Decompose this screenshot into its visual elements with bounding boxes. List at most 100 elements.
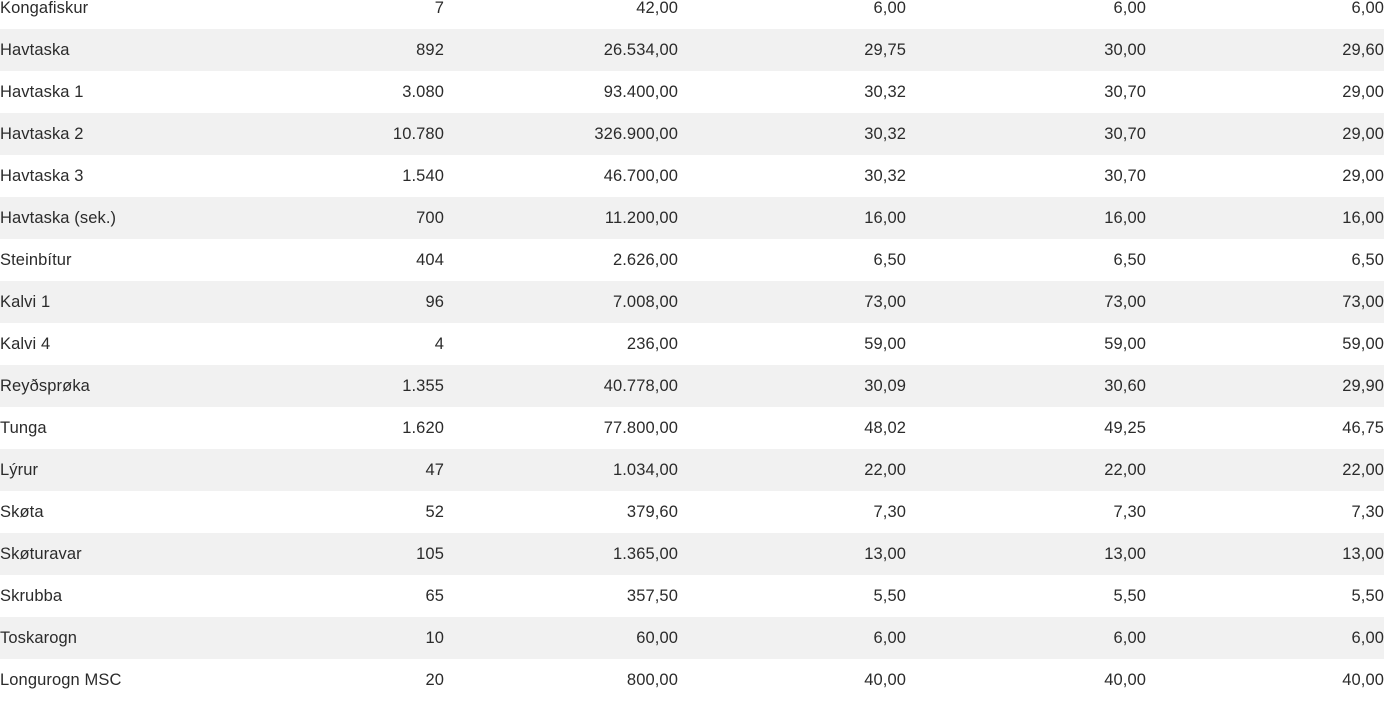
cell-maximum: 6,00 [1113,629,1146,647]
table-row[interactable]: Skøturavar 105 1.365,00 13,00 13,00 13,00 [0,533,1384,575]
cell-name: Kongafiskur [0,0,89,17]
fish-sales-table: Kongafiskur 7 42,00 6,00 6,00 6,00 Havtaska 892… [0,0,1384,701]
cell-maximum: 13,00 [1104,545,1146,563]
cell-amount: 800,00 [626,671,678,689]
cell-name: Skøturavar [0,545,82,563]
cell-average: 59,00 [864,335,906,353]
table-row[interactable]: Kongafiskur 7 42,00 6,00 6,00 6,00 [0,0,1384,29]
cell-minimum: 46,75 [1342,419,1384,437]
cell-minimum: 73,00 [1342,293,1384,311]
cell-quantity: 4 [434,335,444,353]
cell-maximum: 30,70 [1104,167,1146,185]
cell-maximum: 22,00 [1104,461,1146,479]
cell-amount: 60,00 [636,629,678,647]
cell-name: Kalvi 1 [0,293,51,311]
cell-name: Skrubba [0,587,63,605]
cell-average: 29,75 [864,41,906,59]
table-row[interactable]: Toskarogn 10 60,00 6,00 6,00 6,00 [0,617,1384,659]
cell-quantity: 404 [416,251,444,269]
table-row[interactable]: Kalvi 1 96 7.008,00 73,00 73,00 73,00 [0,281,1384,323]
cell-quantity: 10.780 [392,125,444,143]
cell-name: Havtaska 3 [0,167,84,185]
cell-average: 6,00 [873,0,906,17]
cell-amount: 93.400,00 [603,83,678,101]
cell-average: 7,30 [873,503,906,521]
cell-minimum: 29,00 [1342,167,1384,185]
cell-amount: 7.008,00 [612,293,678,311]
table-row[interactable]: Havtaska 1 3.080 93.400,00 30,32 30,70 29,00 [0,71,1384,113]
cell-amount: 357,50 [626,587,678,605]
cell-amount: 1.365,00 [612,545,678,563]
cell-maximum: 30,70 [1104,83,1146,101]
cell-average: 40,00 [864,671,906,689]
cell-minimum: 29,60 [1342,41,1384,59]
cell-quantity: 65 [425,587,444,605]
cell-amount: 379,60 [626,503,678,521]
cell-quantity: 47 [425,461,444,479]
table-body: Kongafiskur 7 42,00 6,00 6,00 6,00 Havtaska 892… [0,0,1384,701]
cell-amount: 26.534,00 [603,41,678,59]
cell-amount: 40.778,00 [603,377,678,395]
cell-maximum: 6,50 [1113,251,1146,269]
cell-name: Skøta [0,503,44,521]
cell-minimum: 16,00 [1342,209,1384,227]
cell-quantity: 1.355 [402,377,444,395]
cell-name: Reyðsprøka [0,377,90,395]
table-row[interactable]: Kalvi 4 4 236,00 59,00 59,00 59,00 [0,323,1384,365]
cell-average: 16,00 [864,209,906,227]
table-row[interactable]: Skøta 52 379,60 7,30 7,30 7,30 [0,491,1384,533]
cell-amount: 42,00 [636,0,678,17]
cell-name: Kalvi 4 [0,335,51,353]
table-row[interactable]: Havtaska 2 10.780 326.900,00 30,32 30,70 29,0… [0,113,1384,155]
cell-amount: 1.034,00 [612,461,678,479]
table-row[interactable]: Tunga 1.620 77.800,00 48,02 49,25 46,75 [0,407,1384,449]
cell-average: 30,32 [864,83,906,101]
cell-quantity: 3.080 [402,83,444,101]
cell-amount: 11.200,00 [604,209,678,227]
cell-minimum: 29,00 [1342,125,1384,143]
cell-maximum: 7,30 [1113,503,1146,521]
cell-average: 6,00 [873,629,906,647]
cell-name: Havtaska 1 [0,83,84,101]
table-row[interactable]: Longurogn MSC 20 800,00 40,00 40,00 40,00 [0,659,1384,701]
table-row[interactable]: Steinbítur 404 2.626,00 6,50 6,50 6,50 [0,239,1384,281]
cell-maximum: 6,00 [1113,0,1146,17]
cell-maximum: 40,00 [1104,671,1146,689]
cell-minimum: 22,00 [1342,461,1384,479]
table-row[interactable]: Havtaska 3 1.540 46.700,00 30,32 30,70 29,00 [0,155,1384,197]
cell-amount: 236,00 [626,335,678,353]
cell-quantity: 10 [425,629,444,647]
cell-quantity: 20 [425,671,444,689]
cell-name: Toskarogn [0,629,78,647]
cell-minimum: 6,50 [1351,251,1384,269]
cell-average: 30,09 [864,377,906,395]
table-row[interactable]: Havtaska (sek.) 700 11.200,00 16,00 16,00 16,… [0,197,1384,239]
table-row[interactable]: Havtaska 892 26.534,00 29,75 30,00 29,60 [0,29,1384,71]
table-row[interactable]: Lýrur 47 1.034,00 22,00 22,00 22,00 [0,449,1384,491]
cell-quantity: 700 [416,209,444,227]
cell-minimum: 29,90 [1342,377,1384,395]
cell-average: 5,50 [873,587,906,605]
cell-name: Longurogn MSC [0,671,122,689]
table-row[interactable]: Skrubba 65 357,50 5,50 5,50 5,50 [0,575,1384,617]
cell-maximum: 5,50 [1113,587,1146,605]
cell-maximum: 16,00 [1104,209,1146,227]
cell-name: Havtaska (sek.) [0,209,117,227]
cell-average: 22,00 [864,461,906,479]
cell-average: 6,50 [873,251,906,269]
cell-quantity: 96 [425,293,444,311]
cell-amount: 326.900,00 [594,125,678,143]
cell-name: Lýrur [0,461,39,479]
table-row[interactable]: Reyðsprøka 1.355 40.778,00 30,09 30,60 29,90 [0,365,1384,407]
cell-maximum: 30,60 [1104,377,1146,395]
cell-average: 30,32 [864,125,906,143]
cell-quantity: 52 [425,503,444,521]
cell-name: Havtaska 2 [0,125,84,143]
cell-average: 73,00 [864,293,906,311]
cell-minimum: 7,30 [1351,503,1384,521]
cell-minimum: 5,50 [1351,587,1384,605]
cell-quantity: 892 [416,41,444,59]
cell-maximum: 73,00 [1104,293,1146,311]
cell-maximum: 30,00 [1104,41,1146,59]
